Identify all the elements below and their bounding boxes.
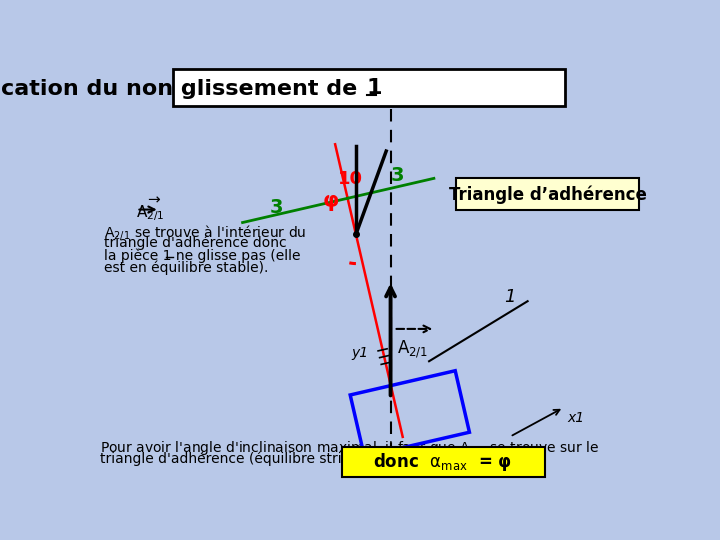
- Text: A: A: [384, 455, 397, 473]
- Text: Vérification du non glissement de: Vérification du non glissement de: [0, 77, 365, 99]
- Text: Pour avoir l'angle d'inclinaison maximal, il faut que $\mathsf{A_{2/1}}$ se trou: Pour avoir l'angle d'inclinaison maximal…: [99, 439, 599, 457]
- Text: $\mathsf{\overrightarrow{A_{2/1}}}$: $\mathsf{\overrightarrow{A_{2/1}}}$: [137, 195, 165, 224]
- FancyBboxPatch shape: [456, 178, 639, 211]
- FancyBboxPatch shape: [174, 69, 564, 106]
- Text: 10: 10: [338, 170, 363, 187]
- Text: 3: 3: [270, 198, 284, 217]
- Text: $\mathsf{A_{2/1}}$: $\mathsf{A_{2/1}}$: [397, 338, 428, 360]
- Text: 1: 1: [505, 288, 516, 306]
- Text: x1: x1: [567, 410, 584, 424]
- Text: y1: y1: [352, 346, 369, 360]
- Text: donc  $\mathsf{\alpha_{max}}$  = φ: donc $\mathsf{\alpha_{max}}$ = φ: [374, 451, 513, 473]
- Text: est en équilibre stable).: est en équilibre stable).: [104, 260, 269, 275]
- Text: φ: φ: [322, 191, 338, 211]
- FancyBboxPatch shape: [342, 447, 545, 477]
- Text: triangle d'adhérence (équilibre strict): triangle d'adhérence (équilibre strict): [99, 451, 359, 466]
- Text: $\mathsf{A_{2/1}}$ se trouve à l'intérieur du: $\mathsf{A_{2/1}}$ se trouve à l'intérie…: [104, 222, 307, 241]
- Text: 3: 3: [390, 166, 404, 185]
- Text: la pièce 1 ne glisse pas (elle: la pièce 1 ne glisse pas (elle: [104, 248, 301, 262]
- Text: triangle d'adhérence donc: triangle d'adhérence donc: [104, 236, 287, 250]
- Text: Triangle d’adhérence: Triangle d’adhérence: [449, 186, 647, 204]
- Text: 1: 1: [366, 78, 382, 98]
